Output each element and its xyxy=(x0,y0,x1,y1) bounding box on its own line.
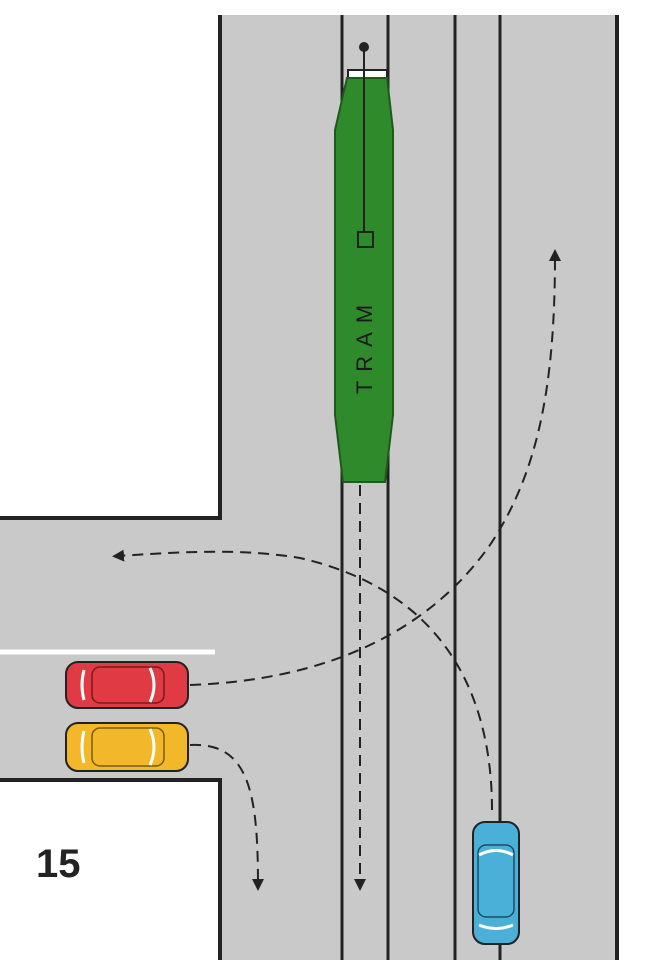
red-car-windshield xyxy=(148,667,156,703)
yellow-car-body xyxy=(65,722,189,772)
main-road xyxy=(220,15,617,960)
figure-number: 15 xyxy=(36,842,81,886)
yellow-car-path xyxy=(189,743,264,891)
road-edge-lower-left xyxy=(0,778,222,960)
tram-body xyxy=(334,77,394,483)
road-edge-upper-left xyxy=(0,15,222,520)
tram-label: TRAM xyxy=(352,296,377,394)
yellow-car xyxy=(65,722,189,772)
road-edges xyxy=(0,15,619,960)
blue-car-rear-window xyxy=(478,923,514,930)
yellow-car-windshield xyxy=(148,728,156,766)
yellow-car-rear-window xyxy=(80,730,86,764)
blue-car-windshield xyxy=(478,849,514,857)
yellow-car-roof xyxy=(91,727,165,767)
red-car-body xyxy=(65,661,189,709)
blue-car xyxy=(472,821,520,945)
movement-paths xyxy=(112,249,561,891)
red-car-path xyxy=(189,249,561,686)
red-car xyxy=(65,661,189,709)
road-surface xyxy=(0,15,617,960)
blue-car-roof xyxy=(477,844,515,918)
red-car-rear-window xyxy=(80,669,86,701)
red-car-roof xyxy=(91,666,165,704)
lane-lines xyxy=(340,15,502,960)
tram-pantograph-base xyxy=(357,231,374,248)
tram: TRAM xyxy=(334,42,394,483)
blue-car-path xyxy=(112,549,493,811)
